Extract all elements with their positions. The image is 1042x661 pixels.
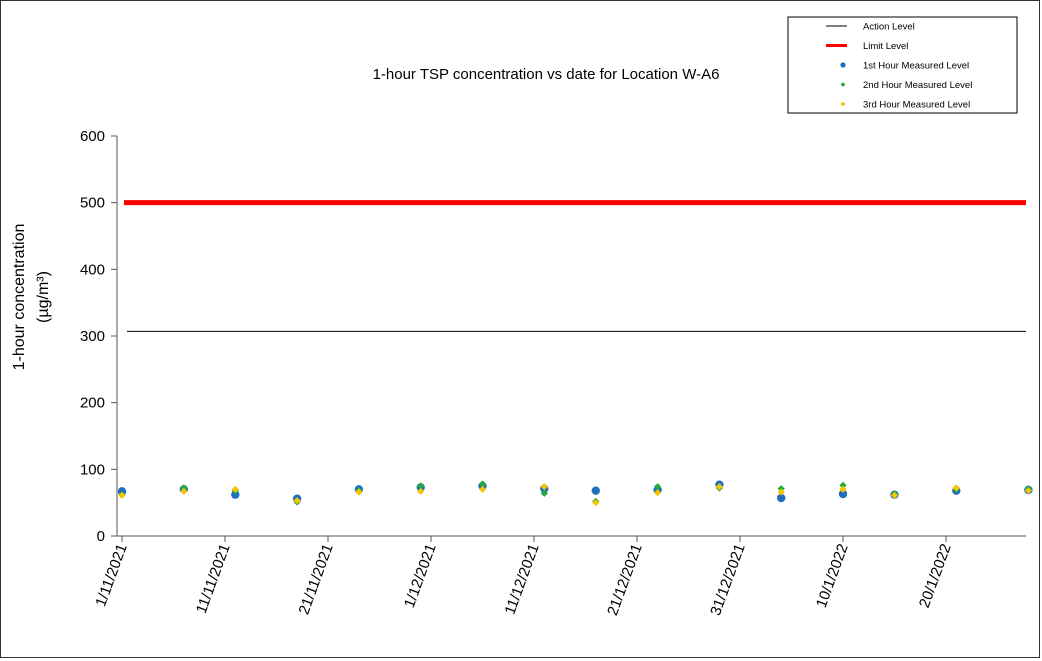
third-hour-point (478, 485, 487, 493)
third-hour-point (654, 489, 662, 497)
x-tick-label: 11/11/2021 (193, 542, 234, 616)
y-tick-label: 500 (80, 195, 105, 212)
y-tick-label: 300 (80, 328, 105, 345)
legend-third-hour-label: 3rd Hour Measured Level (863, 100, 970, 111)
x-tick-label: 11/12/2021 (501, 542, 542, 617)
first-hour-point (777, 493, 786, 503)
third-hour-point (890, 491, 899, 499)
x-tick-label: 1/12/2021 (401, 542, 440, 611)
third-hour-point (715, 483, 723, 491)
data-points (117, 480, 1033, 507)
second-hour-point (839, 481, 847, 489)
third-hour-point (417, 487, 425, 495)
y-ticks: 0 100 200 300 400 500 600 (80, 128, 117, 545)
x-tick-label: 1/11/2021 (92, 542, 130, 609)
x-ticks: 1/11/2021 11/11/2021 21/11/2021 1/12/2021 11… (92, 536, 955, 618)
legend-first-hour-label: 1st Hour Measured Level (863, 61, 969, 72)
y-tick-label: 200 (80, 395, 105, 412)
x-tick-label: 31/12/2021 (707, 542, 749, 618)
chart-title: 1-hour TSP concentration vs date for Loc… (373, 66, 720, 83)
y-tick-label: 100 (80, 461, 105, 478)
legend-limit-level-label: Limit Level (863, 41, 908, 52)
legend-second-hour-swatch (840, 82, 846, 87)
first-hour-point (591, 486, 600, 495)
third-hour-point (180, 487, 188, 495)
legend-first-hour-swatch (840, 62, 846, 68)
legend-box (787, 16, 1018, 114)
third-hour-point (231, 485, 239, 493)
legend: Action Level Limit Level 1st Hour Measured… (787, 16, 1018, 114)
x-tick-label: 10/1/2022 (813, 542, 852, 611)
y-tick-label: 400 (80, 261, 105, 278)
x-tick-label: 21/12/2021 (604, 542, 646, 618)
third-hour-point (540, 483, 548, 491)
third-hour-point (592, 499, 600, 507)
x-tick-label: 21/11/2021 (295, 542, 336, 617)
second-hour-point (540, 489, 548, 497)
legend-action-level-label: Action Level (863, 22, 915, 33)
x-tick-label: 20/1/2022 (916, 542, 955, 611)
third-hour-point (1024, 487, 1032, 495)
reference-lines (124, 200, 1026, 332)
second-hour-point (478, 480, 487, 488)
y-axis-label-line1: 1-hour concentration (11, 224, 28, 371)
legend-third-hour-swatch (840, 101, 846, 107)
third-hour-point (952, 484, 960, 492)
second-hour-point (654, 483, 662, 491)
y-tick-label: 0 (97, 528, 105, 545)
third-hour-point (839, 485, 847, 493)
first-hour-point (838, 489, 848, 499)
third-hour-point (777, 488, 785, 496)
second-hour-point (417, 482, 425, 490)
third-hour-point (355, 488, 363, 496)
y-tick-label: 600 (80, 128, 105, 145)
legend-second-hour-label: 2nd Hour Measured Level (863, 80, 972, 91)
first-hour-point (231, 490, 240, 499)
y-axis-label-line2: (µg/m³) (35, 271, 52, 323)
third-hour-point (293, 497, 301, 505)
third-hour-point (118, 491, 126, 499)
